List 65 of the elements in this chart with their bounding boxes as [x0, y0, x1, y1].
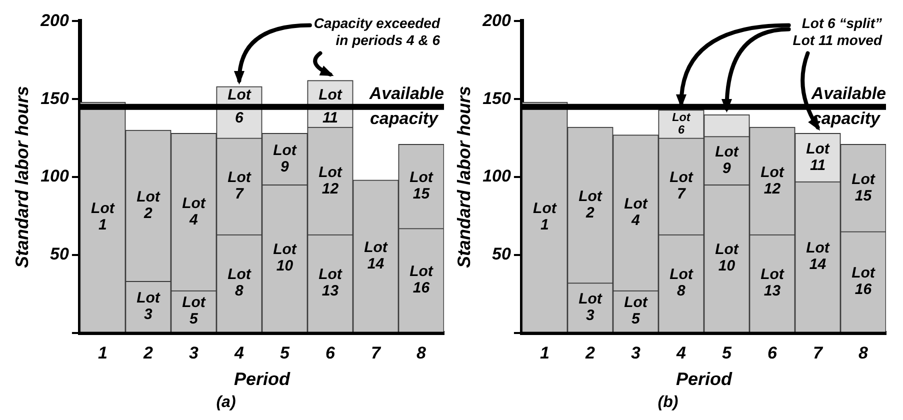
data-label: Lot 7 [228, 169, 252, 203]
data-label: Lot 1 [91, 200, 116, 234]
data-label: Lot 6 [228, 86, 252, 127]
y-axis-title: Standard labor hours [12, 86, 32, 268]
y-axis-title: Standard labor hours [454, 86, 474, 268]
x-axis-title: Period [234, 368, 291, 389]
data-label: Lot 9 [273, 142, 298, 176]
y-tick-label: 50 [50, 244, 70, 264]
y-tick-label: 150 [482, 88, 512, 108]
data-label: Lot 14 [806, 240, 830, 274]
data-label: Lot 2 [136, 188, 161, 222]
x-tick-label: 8 [858, 344, 869, 363]
y-tick-label: 200 [40, 10, 70, 30]
x-tick-label: 3 [188, 344, 199, 363]
x-tick-label: 6 [326, 344, 336, 363]
data-label: Lot 11 [806, 140, 830, 174]
x-tick-label: 4 [233, 344, 244, 363]
y-tick-label: 100 [40, 166, 70, 186]
annotation: Lot 6 “split” Lot 11 moved [792, 15, 882, 48]
data-label: Lot 7 [670, 169, 694, 203]
data-label: Lot 15 [852, 170, 876, 204]
data-label: Lot 11 [318, 86, 343, 127]
x-tick-label: 2 [142, 344, 154, 363]
y-tick-label: 150 [40, 88, 70, 108]
data-label: Lot 12 [760, 164, 785, 198]
x-tick-label: 6 [768, 344, 778, 363]
x-tick-label: 8 [416, 344, 427, 363]
x-tick-label: 1 [98, 344, 108, 363]
x-tick-label: 5 [722, 344, 732, 363]
x-tick-label: 7 [371, 344, 382, 363]
data-label: Lot 8 [228, 266, 252, 300]
data-label: Lot 16 [410, 263, 434, 296]
data-label: Lot 16 [852, 264, 876, 298]
x-tick-label: 2 [584, 344, 596, 363]
y-tick-label: 100 [482, 166, 512, 186]
data-label: Lot 2 [578, 188, 603, 222]
data-label: Lot 1 [533, 200, 558, 234]
annotation: Capacity exceeded in periods 4 & 6 [314, 15, 440, 48]
data-label: Lot 8 [670, 266, 694, 300]
data-label: Lot 15 [410, 169, 434, 203]
text: (a) [216, 394, 236, 411]
data-label: Lot 4 [624, 196, 648, 230]
data-label: Lot 10 [715, 241, 740, 275]
ref-line-label: Available capacity [368, 84, 444, 128]
x-tick-label: 7 [813, 344, 824, 363]
data-label: Lot 4 [182, 194, 206, 228]
data-label: Lot 9 [715, 144, 740, 178]
data-label: Lot 10 [273, 241, 298, 275]
x-tick-label: 5 [280, 344, 290, 363]
data-label: Lot 3 [136, 289, 161, 323]
data-label: Lot 14 [364, 238, 388, 272]
data-label: Lot 5 [182, 294, 206, 328]
data-label: Lot 13 [760, 266, 785, 300]
x-tick-label: 4 [675, 344, 686, 363]
data-label: Lot 12 [318, 164, 343, 198]
text: (b) [658, 394, 678, 411]
x-tick-label: 3 [630, 344, 641, 363]
data-label: Lot 5 [624, 294, 648, 328]
data-label: Lot 3 [578, 290, 603, 324]
data-label: Lot 6 [672, 110, 692, 137]
y-tick-label: 50 [492, 244, 512, 264]
data-label: Lot 13 [318, 266, 343, 300]
x-axis-title: Period [676, 368, 733, 389]
x-tick-label: 1 [540, 344, 550, 363]
y-tick-label: 200 [482, 10, 512, 30]
